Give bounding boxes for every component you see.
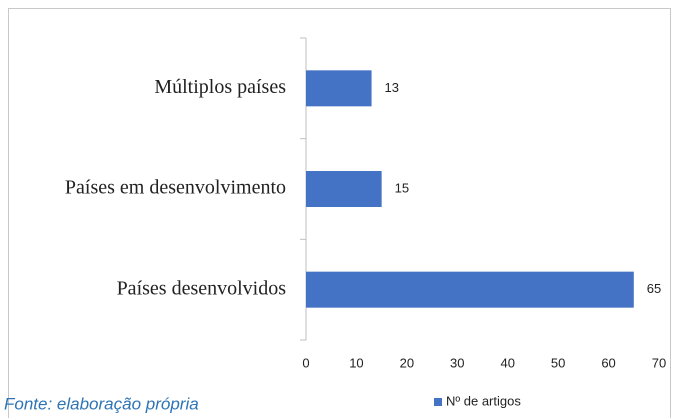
value-label: 13 [385, 80, 399, 95]
x-tick-label: 60 [601, 355, 615, 370]
value-label: 15 [395, 180, 409, 195]
x-tick-label: 70 [652, 355, 666, 370]
x-tick-label: 30 [450, 355, 464, 370]
x-tick-label: 40 [500, 355, 514, 370]
category-label: Países em desenvolvimento [65, 177, 286, 199]
x-tick-label: 50 [551, 355, 565, 370]
legend-swatch [434, 398, 442, 406]
chart-border [8, 8, 671, 418]
bar [306, 70, 372, 107]
bar [306, 271, 634, 308]
category-label: Países desenvolvidos [117, 277, 287, 299]
source-note: Fonte: elaboração própria [4, 394, 199, 413]
bar [306, 171, 382, 207]
legend-label: Nº de artigos [446, 393, 521, 408]
x-tick-label: 10 [349, 355, 363, 370]
x-tick-label: 0 [302, 355, 309, 370]
category-label: Múltiplos países [154, 76, 286, 98]
x-tick-label: 20 [400, 355, 414, 370]
value-label: 65 [647, 281, 661, 296]
